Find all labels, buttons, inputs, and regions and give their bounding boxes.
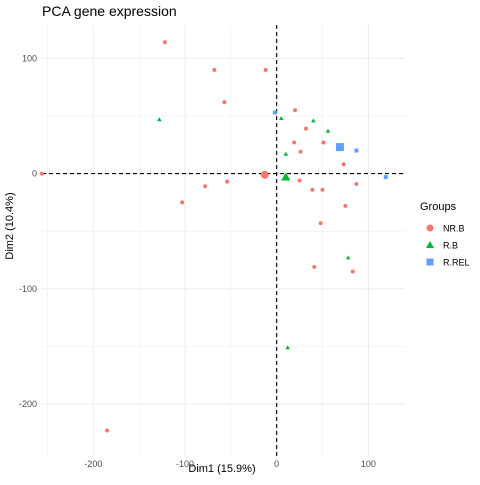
x-axis-label: Dim1 (15.9%)	[188, 463, 255, 475]
legend: Groups NR.B R.B R.REL	[420, 201, 470, 268]
group-centroid	[281, 172, 291, 181]
legend-label: R.B	[443, 241, 458, 251]
legend-title: Groups	[420, 201, 457, 213]
legend-item: R.REL	[426, 258, 470, 268]
data-point	[212, 67, 217, 72]
x-tick-label: -200	[84, 459, 102, 469]
chart-title: PCA gene expression	[42, 3, 177, 19]
legend-key	[426, 258, 434, 266]
data-point	[318, 221, 323, 226]
legend-label: R.REL	[443, 258, 470, 268]
data-point	[320, 187, 325, 192]
series-r-rel	[272, 110, 388, 180]
y-axis-label: Dim2 (10.4%)	[4, 192, 16, 259]
data-point	[312, 264, 317, 269]
data-point	[354, 148, 359, 153]
data-point	[263, 67, 268, 72]
data-point	[343, 203, 348, 208]
data-point	[297, 178, 302, 183]
data-point	[354, 181, 359, 186]
x-tick-label: 100	[361, 459, 376, 469]
data-point	[341, 162, 346, 167]
data-point	[321, 140, 326, 145]
data-point	[180, 200, 185, 205]
data-point	[304, 126, 308, 131]
legend-key	[425, 240, 435, 249]
data-point	[325, 128, 331, 133]
legend-label: NR.B	[443, 224, 465, 234]
data-point	[40, 171, 44, 176]
legend-key	[426, 224, 434, 232]
data-point	[225, 179, 230, 184]
series-r-b	[157, 116, 351, 350]
y-tick-label: -200	[19, 399, 37, 409]
data-point	[298, 149, 303, 154]
data-point	[350, 269, 355, 274]
data-point	[292, 140, 297, 145]
data-point	[278, 116, 284, 121]
series-nr-b	[40, 40, 359, 433]
data-point	[311, 118, 316, 123]
legend-item: R.B	[425, 240, 458, 251]
group-centroid	[260, 170, 269, 179]
data-point	[310, 187, 315, 192]
y-tick-label: 0	[32, 169, 37, 179]
group-centroid	[335, 143, 344, 152]
data-point	[272, 110, 277, 115]
data-point	[222, 100, 227, 105]
data-point	[162, 40, 167, 45]
data-point	[157, 117, 162, 122]
data-point	[345, 255, 351, 260]
data-point	[383, 175, 388, 180]
y-tick-label: -100	[19, 284, 37, 294]
x-tick-label: 0	[274, 459, 279, 469]
data-point	[285, 345, 290, 350]
legend-item: NR.B	[426, 224, 465, 234]
data-point	[283, 151, 289, 156]
x-tick-label: -100	[176, 459, 194, 469]
data-point	[203, 184, 208, 189]
y-tick-label: 100	[22, 53, 37, 63]
data-point	[105, 428, 110, 433]
data-point	[293, 108, 297, 113]
